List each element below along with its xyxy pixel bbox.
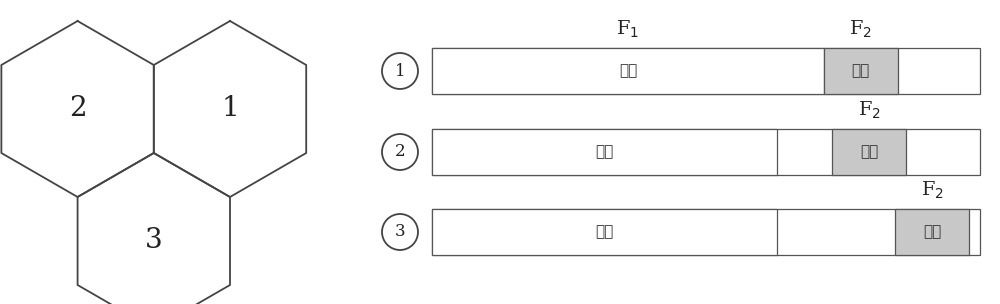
Bar [824,48,898,94]
Text: F$_2$: F$_2$ [858,100,881,121]
Bar [432,48,824,94]
Polygon shape [1,21,154,197]
Text: 2: 2 [69,95,86,123]
Text: 1: 1 [395,63,405,80]
Text: 1: 1 [221,95,239,123]
Polygon shape [78,153,230,304]
Text: F$_2$: F$_2$ [921,180,944,201]
Polygon shape [154,21,306,197]
Text: 3: 3 [145,227,163,254]
Text: 中心: 中心 [595,144,614,160]
Text: F$_2$: F$_2$ [849,19,872,40]
Bar [432,209,777,255]
Text: F$_1$: F$_1$ [616,19,639,40]
Bar [432,48,980,94]
Text: 中心: 中心 [595,224,614,240]
Text: 中心: 中心 [619,64,637,78]
Text: 边缘: 边缘 [860,144,878,160]
Bar [832,129,906,175]
Bar [895,209,969,255]
Text: 边缘: 边缘 [852,64,870,78]
Text: 2: 2 [395,143,405,161]
Text: 边缘: 边缘 [923,224,941,240]
Bar [432,209,980,255]
Bar [432,129,980,175]
Bar [432,129,777,175]
Text: 3: 3 [395,223,405,240]
